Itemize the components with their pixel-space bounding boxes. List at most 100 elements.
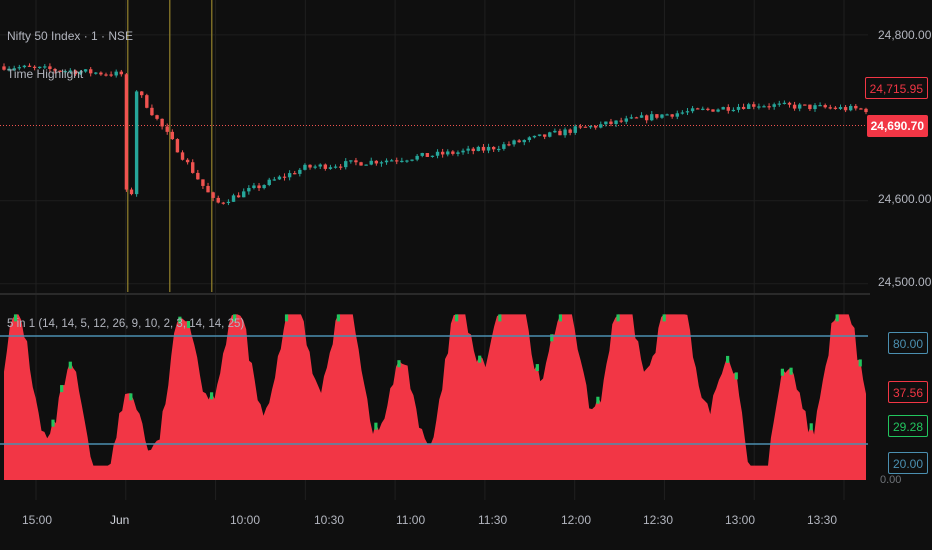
- oscillator-peak-marker: [186, 321, 191, 329]
- candle-body: [599, 124, 603, 128]
- candle-body: [481, 146, 486, 151]
- candle-body: [563, 129, 567, 136]
- candle-body: [833, 107, 838, 109]
- candle-body: [721, 107, 725, 110]
- candle-body: [185, 159, 190, 163]
- oscillator-peak-marker: [455, 314, 459, 322]
- candle-body: [604, 121, 608, 125]
- candle-body: [231, 195, 236, 202]
- candle-body: [650, 114, 654, 121]
- candle-body: [38, 66, 42, 68]
- oscillator-bands: [0, 335, 868, 445]
- symbol-title[interactable]: Nifty 50 Index · 1 · NSE: [7, 29, 134, 43]
- oscillator-area: [4, 314, 866, 480]
- candle-body: [73, 70, 78, 75]
- candle-body: [772, 104, 776, 107]
- candle-body: [425, 153, 430, 157]
- time-tick: 10:30: [314, 513, 345, 527]
- time-axis[interactable]: 15:00 Jun 10:00 10:30 11:00 11:30 12:00 …: [0, 505, 870, 545]
- candle-body: [558, 130, 562, 136]
- oscillator-peak-marker: [178, 316, 182, 324]
- oscillator-fill: [4, 314, 866, 480]
- candle-body: [338, 166, 343, 168]
- oscillator-peak-marker: [835, 314, 839, 322]
- candle-body: [12, 68, 16, 70]
- candle-body: [741, 106, 746, 109]
- candle-body: [374, 160, 379, 164]
- candle-body: [323, 164, 328, 169]
- candle-body: [221, 202, 226, 204]
- time-tick: 11:00: [396, 513, 426, 527]
- prev-price-label: 24,715.95: [864, 77, 928, 99]
- candle-body: [624, 118, 628, 122]
- candle-body: [369, 160, 373, 165]
- oscillator-peak-marker: [478, 355, 482, 363]
- candle-body: [716, 109, 720, 112]
- candle-body: [435, 151, 440, 156]
- candle-body: [619, 120, 623, 122]
- candle-body: [670, 114, 674, 117]
- oscillator-peak-marker: [233, 314, 237, 322]
- candle-body: [859, 108, 863, 110]
- candle-body: [27, 65, 32, 67]
- oscillator-title[interactable]: 5 in 1 (14, 14, 5, 12, 26, 9, 10, 2, 3, …: [7, 318, 245, 330]
- candle-body: [593, 126, 598, 128]
- candle-body: [170, 131, 175, 140]
- candle-body: [384, 160, 389, 163]
- candle-body: [236, 195, 241, 198]
- time-tick: 11:30: [478, 513, 508, 527]
- candle-body: [507, 144, 511, 146]
- candle-body: [854, 105, 858, 109]
- oscillator-peak-marker: [780, 368, 784, 376]
- last-price-label: 24,690.70: [866, 115, 928, 137]
- candle-body: [430, 155, 435, 157]
- candle-body: [58, 70, 62, 72]
- candle-body: [813, 105, 817, 110]
- candle-body: [573, 126, 577, 133]
- candle-body: [94, 72, 98, 74]
- candle-body: [354, 160, 358, 163]
- candle-body: [777, 103, 781, 105]
- time-tick: 12:00: [561, 513, 592, 527]
- indicator-name[interactable]: Time Highlight: [7, 67, 84, 81]
- oscillator-peak-marker: [209, 392, 214, 400]
- candle-body: [313, 166, 317, 168]
- candle-body: [277, 176, 282, 180]
- candle-body: [333, 166, 338, 168]
- candle-body: [578, 126, 583, 128]
- candle-body: [660, 114, 664, 118]
- candle-body: [252, 185, 256, 189]
- candle-body: [17, 67, 22, 69]
- candle-body: [690, 108, 695, 112]
- candle-body: [823, 105, 827, 108]
- candle-body: [542, 134, 547, 137]
- candle-body: [767, 106, 771, 108]
- candle-body: [308, 164, 312, 168]
- candle-body: [134, 91, 139, 195]
- candle-body: [83, 69, 88, 72]
- candle-body: [726, 107, 730, 111]
- candle-body: [614, 120, 618, 125]
- candle-body: [655, 114, 659, 118]
- candle-body: [344, 161, 348, 168]
- candle-body: [787, 102, 792, 105]
- candle-body: [486, 146, 491, 151]
- candle-body: [752, 104, 756, 107]
- candle-body: [548, 132, 552, 137]
- candle-body: [522, 140, 526, 143]
- candle-body: [797, 104, 802, 109]
- candle-body: [242, 191, 246, 198]
- oscillator-peak-marker: [129, 393, 133, 401]
- candle-body: [405, 160, 409, 162]
- osc-red-value-label: 37.56: [887, 381, 928, 403]
- candle-body: [145, 95, 149, 108]
- candle-body: [48, 66, 52, 70]
- oscillator-peak-marker: [558, 314, 563, 322]
- osc-zero-cut-label: 0.00: [880, 474, 902, 486]
- candle-body: [695, 108, 700, 110]
- candle-body: [2, 66, 6, 70]
- candle-body: [155, 115, 159, 119]
- candle-body: [746, 104, 751, 109]
- candle-body: [400, 160, 404, 163]
